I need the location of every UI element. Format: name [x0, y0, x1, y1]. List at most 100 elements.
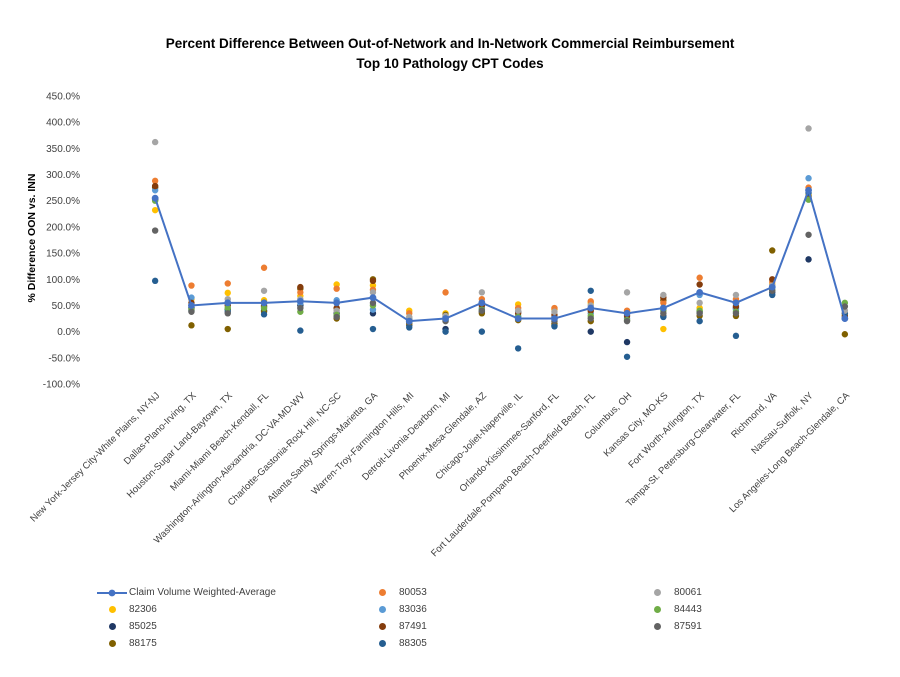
point-85025 — [587, 328, 594, 335]
point-87491 — [369, 277, 377, 285]
point-80053 — [333, 285, 340, 292]
point-80061 — [696, 299, 703, 307]
legend-label: Claim Volume Weighted-Average — [129, 587, 276, 598]
point-80061 — [660, 291, 667, 299]
point-87591 — [224, 310, 231, 317]
legend-label: 88175 — [129, 638, 157, 649]
chart-title: Percent Difference Between Out-of-Networ… — [0, 34, 900, 74]
legend-dot-marker — [365, 606, 399, 613]
legend-dot-marker — [640, 623, 674, 630]
average-point — [805, 186, 812, 194]
legend-item: 88175 — [95, 635, 276, 652]
chart-legend: Claim Volume Weighted-Average 82306 85025 8… — [0, 584, 900, 664]
point-82306 — [660, 325, 667, 333]
point-87591 — [478, 307, 486, 314]
legend-line-marker — [95, 588, 129, 598]
point-80061 — [369, 289, 377, 296]
point-88305 — [442, 328, 449, 335]
average-point — [442, 315, 449, 322]
x-category-label: Fort Lauderdale-Pompano Beach-Deerfield … — [429, 390, 598, 559]
point-87591 — [732, 310, 740, 317]
average-point — [188, 302, 195, 309]
legend-item: 87591 — [640, 618, 702, 635]
point-88305 — [297, 327, 304, 334]
point-80053 — [260, 264, 268, 271]
point-88175 — [841, 331, 849, 338]
x-category-label: Kansas City, MO-KS — [602, 390, 671, 459]
legend-label: 83036 — [399, 604, 427, 615]
point-87591 — [333, 313, 340, 321]
y-tick-label: 400.0% — [46, 118, 80, 129]
legend-label: 84443 — [674, 604, 702, 615]
point-88305 — [587, 287, 594, 294]
point-87591 — [696, 310, 703, 317]
point-80053 — [696, 274, 703, 281]
average-point — [623, 309, 631, 317]
point-80061 — [514, 307, 522, 314]
point-87491 — [297, 283, 304, 291]
point-80061 — [151, 138, 159, 146]
legend-dot-marker — [365, 623, 399, 630]
point-82306 — [224, 289, 231, 297]
legend-label: 80053 — [399, 587, 427, 598]
legend-item: 87491 — [365, 618, 427, 635]
average-point — [768, 283, 776, 291]
point-88305 — [406, 324, 413, 331]
average-point — [587, 304, 595, 312]
point-88175 — [188, 322, 195, 329]
average-point — [224, 299, 232, 307]
average-point — [151, 194, 159, 202]
y-tick-label: -50.0% — [48, 353, 80, 364]
average-point — [514, 315, 522, 322]
legend-item: 85025 — [95, 618, 276, 635]
legend-column-1: Claim Volume Weighted-Average 82306 85025 8… — [95, 584, 276, 652]
point-87591 — [188, 308, 195, 315]
point-88305 — [514, 345, 522, 352]
legend-label: 88305 — [399, 638, 427, 649]
point-88175 — [769, 247, 776, 254]
legend-dot-marker — [640, 589, 674, 596]
x-category-label: New York-Jersey City-White Plains, NY-NJ — [28, 390, 162, 524]
y-tick-label: 250.0% — [46, 196, 80, 207]
legend-label: 80061 — [674, 587, 702, 598]
legend-column-3: 80061 84443 87591 — [640, 584, 702, 635]
point-80061 — [732, 291, 740, 299]
y-tick-label: 200.0% — [46, 222, 80, 233]
legend-dot-marker — [640, 606, 674, 613]
point-80053 — [297, 289, 304, 296]
chart-title-line2: Top 10 Pathology CPT Codes — [356, 56, 544, 71]
point-88305 — [478, 328, 486, 335]
point-87591 — [623, 317, 631, 325]
average-point — [260, 299, 268, 307]
legend-item: 84443 — [640, 601, 702, 618]
point-80061 — [260, 287, 268, 294]
legend-item: 80053 — [365, 584, 427, 601]
x-category-label: Nassau-Suffolk, NY — [749, 390, 816, 457]
legend-item: Claim Volume Weighted-Average — [95, 584, 276, 601]
point-84443 — [224, 304, 231, 312]
y-tick-label: 450.0% — [46, 92, 80, 103]
point-80053 — [660, 299, 667, 307]
average-point — [841, 315, 849, 322]
point-80061 — [623, 289, 631, 296]
point-80053 — [151, 177, 159, 185]
legend-dot-marker — [365, 640, 399, 647]
point-80053 — [224, 280, 231, 287]
y-tick-label: 50.0% — [52, 301, 80, 312]
average-point — [369, 294, 377, 301]
average-point — [333, 299, 341, 307]
average-point — [296, 297, 304, 305]
y-tick-label: -100.0% — [43, 380, 80, 391]
legend-item: 88305 — [365, 635, 427, 652]
point-88305 — [151, 277, 159, 285]
point-88305 — [732, 332, 740, 340]
legend-dot-marker — [365, 589, 399, 596]
legend-dot-marker — [95, 623, 129, 630]
point-87591 — [587, 315, 594, 322]
y-tick-label: 300.0% — [46, 170, 80, 181]
legend-label: 85025 — [129, 621, 157, 632]
point-87491 — [696, 281, 703, 288]
legend-label: 87491 — [399, 621, 427, 632]
